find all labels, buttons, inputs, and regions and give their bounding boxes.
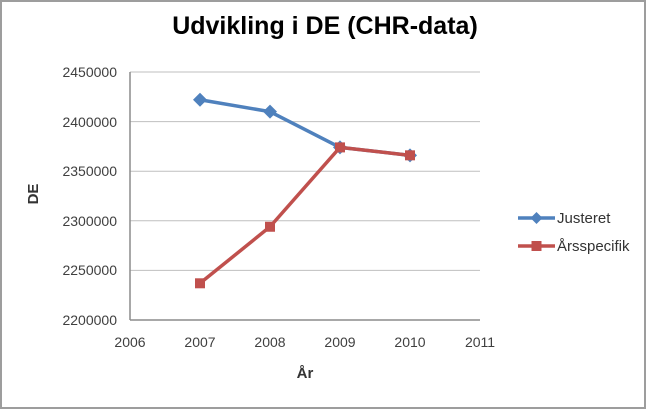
data-point-square: [265, 221, 275, 232]
series-line-Årsspecifik: [198, 145, 411, 285]
data-point-diamond: [263, 104, 277, 119]
y-axis-tick-label: 2350000: [62, 163, 117, 179]
y-axis-tick-label: 2200000: [62, 312, 117, 328]
series-line-Justeret: [199, 98, 411, 158]
x-axis-tick-label: 2009: [324, 334, 356, 350]
legend-swatch-line-square-icon: [518, 239, 555, 253]
legend-entry-justeret: Justeret: [518, 204, 644, 232]
x-axis-tick-label: 2006: [114, 334, 146, 350]
y-axis-tick-label: 2400000: [62, 114, 117, 130]
legend-label: Justeret: [557, 209, 611, 227]
x-axis-tick-label: 2007: [184, 334, 216, 350]
x-axis-tick-label: 2011: [464, 334, 496, 350]
legend-swatch-line-diamond-icon: [518, 211, 555, 225]
x-axis-tick-label: 2010: [394, 334, 426, 350]
y-axis-tick-label: 2300000: [62, 213, 117, 229]
legend: Justeret Årsspecifik: [518, 204, 644, 260]
chart-title: Udvikling i DE (CHR-data): [172, 12, 478, 40]
x-axis-title: År: [296, 365, 314, 382]
data-point-square: [195, 278, 205, 289]
y-axis-tick-label: 2250000: [62, 262, 117, 278]
x-axis-tick-label: 2008: [254, 334, 286, 350]
data-point-square: [405, 150, 415, 161]
legend-entry-aarsspecifik: Årsspecifik: [518, 232, 644, 260]
y-axis-tick-label: 2450000: [62, 64, 117, 80]
y-axis-title: DE: [25, 183, 42, 205]
data-point-square: [335, 142, 345, 153]
data-point-diamond: [193, 92, 207, 107]
legend-label: Årsspecifik: [557, 237, 630, 255]
